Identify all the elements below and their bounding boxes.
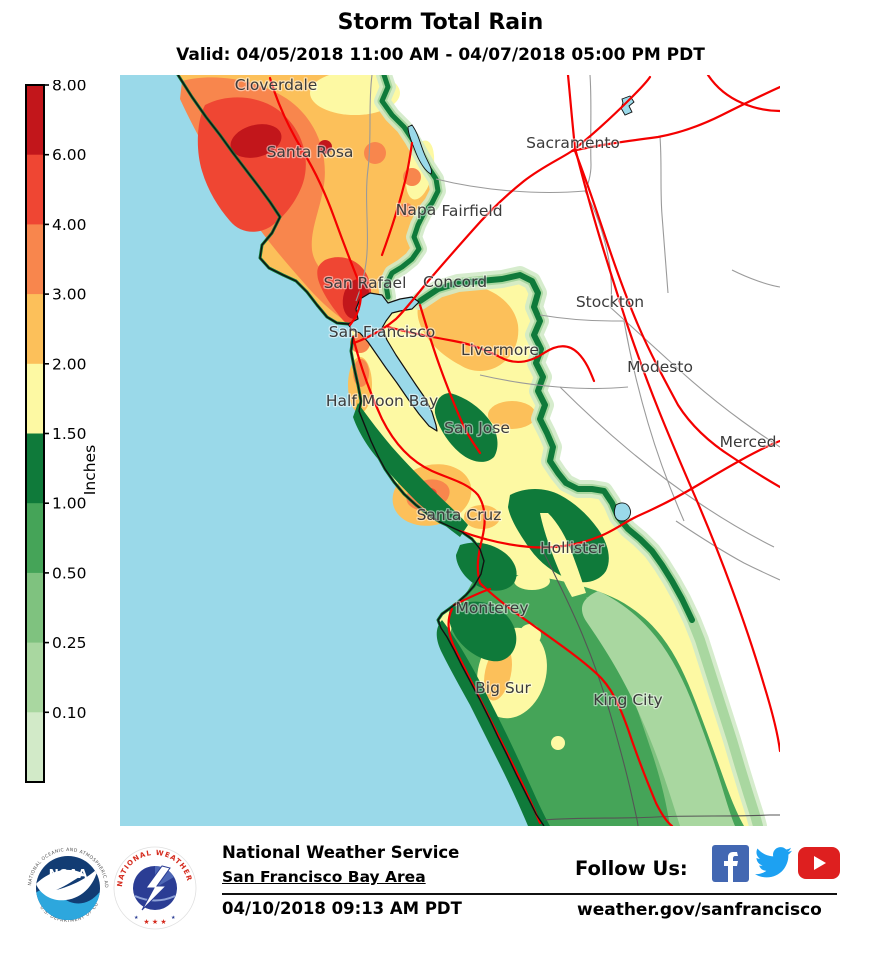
legend-segment <box>26 85 44 156</box>
legend-tick-label: 8.00 <box>52 80 87 95</box>
footer-office-name: San Francisco Bay Area <box>222 868 426 886</box>
city-label: Sacramento <box>526 134 620 152</box>
legend-segments <box>26 85 44 783</box>
city-label: Monterey <box>455 599 528 617</box>
lightning-bolt-icon <box>141 865 171 911</box>
san-luis-reservoir <box>613 502 631 522</box>
twitter-icon[interactable] <box>754 847 792 878</box>
highway-101-peninsula <box>351 335 486 585</box>
city-label: San Rafael <box>324 274 407 292</box>
footer-issued-timestamp: 04/10/2018 09:13 AM PDT <box>222 899 462 918</box>
interstate-80 <box>352 75 652 345</box>
city-label: Big Sur <box>475 679 531 697</box>
interstate-5-north <box>566 75 577 150</box>
legend-tick-label: 0.50 <box>52 564 87 582</box>
city-label: Livermore <box>461 341 539 359</box>
city-label: San Francisco <box>329 323 435 341</box>
legend-tick-label: 3.00 <box>52 286 87 304</box>
facebook-icon[interactable] <box>712 845 749 882</box>
legend-tick-label: 0.25 <box>52 634 87 652</box>
page-title: Storm Total Rain <box>337 10 544 35</box>
footer-agency-name: National Weather Service <box>222 843 460 862</box>
city-label: Merced <box>720 433 777 451</box>
legend-ticks: 8.00 6.00 4.00 3.00 2.00 1.50 1.00 0.50 0.25 0.10 <box>44 80 87 722</box>
city-label: Cloverdale <box>235 76 318 94</box>
svg-text:★: ★ <box>171 915 176 921</box>
highway-99 <box>573 149 780 489</box>
legend-segment <box>26 363 44 434</box>
legend-segment <box>26 433 44 504</box>
legend-tick-label: 2.00 <box>52 355 87 373</box>
legend-segment <box>26 224 44 295</box>
svg-text:★: ★ <box>134 915 139 921</box>
legend-segment <box>26 642 44 713</box>
coastline <box>177 75 545 826</box>
city-label: Concord <box>423 273 487 291</box>
lake-berryessa <box>407 124 432 175</box>
city-label: Half Moon Bay <box>326 392 438 410</box>
highway-101-north <box>268 76 362 327</box>
city-label: Santa Cruz <box>417 506 502 524</box>
highway-50 <box>570 85 780 153</box>
noaa-acronym: NOAA <box>49 867 88 881</box>
noaa-logo: NATIONAL OCEANIC AND ATMOSPHERIC ADMINIS… <box>24 840 109 929</box>
legend-segment <box>26 712 44 783</box>
city-labels-layer: Cloverdale Santa Rosa Napa Fairfield Sacrame… <box>233 75 777 710</box>
legend-segment <box>26 154 44 225</box>
city-label: San Jose <box>444 419 510 437</box>
follow-us-label: Follow Us: <box>575 857 688 880</box>
sf-bay <box>347 292 438 432</box>
interstate-580 <box>386 325 596 383</box>
highway-152 <box>458 439 780 549</box>
agency-logos: NATIONAL OCEANIC AND ATMOSPHERIC ADMINIS… <box>24 840 197 930</box>
legend-segment <box>26 503 44 574</box>
city-label: Modesto <box>627 358 693 376</box>
legend-unit-label: Inches <box>81 445 99 495</box>
roads-layer <box>268 75 780 826</box>
city-label: Napa <box>396 201 436 219</box>
legend-tick-label: 1.50 <box>52 425 87 443</box>
county-lines-layer <box>355 75 780 826</box>
youtube-icon[interactable] <box>798 847 840 879</box>
city-label: Santa Rosa <box>267 143 354 161</box>
footer-separator-line <box>222 893 837 895</box>
footer-website-url[interactable]: weather.gov/sanfrancisco <box>577 900 822 920</box>
legend-tick-label: 1.00 <box>52 495 87 513</box>
legend-segment <box>26 572 44 644</box>
highway-29 <box>380 141 414 257</box>
city-label: Hollister <box>540 539 605 557</box>
nws-stars: ★ ★ ★ <box>143 918 166 926</box>
valid-period-subtitle: Valid: 04/05/2018 11:00 AM - 04/07/2018 … <box>176 45 705 65</box>
legend-tick-label: 4.00 <box>52 216 87 234</box>
footer: NATIONAL OCEANIC AND ATMOSPHERIC ADMINIS… <box>0 830 881 954</box>
social-icons <box>712 845 840 882</box>
rainfall-map: Cloverdale Santa Rosa Napa Fairfield Sacrame… <box>120 75 780 826</box>
legend-tick-label: 0.10 <box>52 704 87 722</box>
legend-tick-label: 6.00 <box>52 146 87 164</box>
highway-top-right <box>706 75 780 113</box>
interstate-680 <box>418 303 482 455</box>
rain-south-region <box>348 275 758 826</box>
rainfall-colorbar-legend: 8.00 6.00 4.00 3.00 2.00 1.50 1.00 0.50 0.25 0.10… <box>25 80 99 783</box>
highway-101-south <box>478 581 674 826</box>
city-label: Stockton <box>576 293 644 311</box>
city-label: Fairfield <box>441 202 502 220</box>
city-label: King City <box>593 691 662 709</box>
interstate-5-south <box>573 146 780 753</box>
legend-segment <box>26 294 44 365</box>
